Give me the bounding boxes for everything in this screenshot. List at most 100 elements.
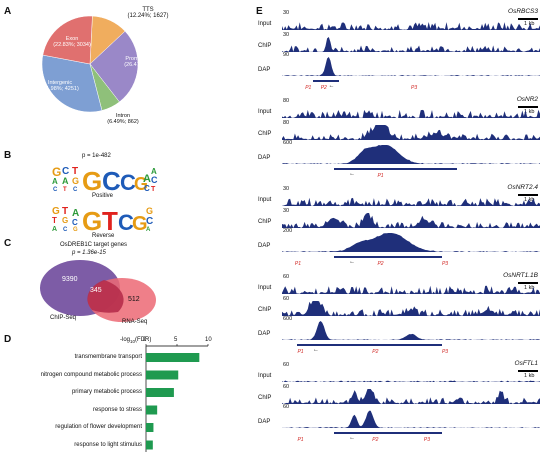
svg-text:A: A [146,227,151,232]
venn-left-count: 9390 [62,276,78,283]
signal-area [282,22,540,30]
scale-bar-label: 1 kb [524,285,535,291]
venn-title: OsDREB1C target genes [60,242,128,248]
svg-text:G: G [82,166,102,192]
motif-pvalue: p = 1e-482 [82,153,111,159]
track-label-input: Input [258,21,272,27]
pie-slice-exon [42,15,93,65]
peak-label: P3 [423,437,431,443]
svg-text:C: C [151,175,158,185]
scale-bar-label: 1 kb [524,21,535,27]
scale-bar-label: 1 kb [524,197,535,203]
tss-arrow-icon: ← [312,347,319,353]
motif-logo-positive: GAC CAT TGC G C C G AC ACT [52,165,158,192]
svg-text:A: A [52,177,58,186]
venn-diagram [40,260,156,322]
signal-area [282,389,540,404]
signal-track-input [282,285,540,294]
peak-label: P3 [411,85,418,91]
scale-bar [518,370,538,372]
track-scale-chip: 30 [283,32,290,38]
signal-area [282,410,540,428]
bar-1 [146,370,179,380]
signal-area [282,301,540,316]
svg-text:T: T [102,206,118,232]
pie-label-exon-value: (22.83%; 3034) [53,42,91,48]
peak-label: P1 [377,173,384,179]
svg-text:C: C [118,210,134,232]
pie-label-intron: Intron (6.49%; 862) [96,113,150,125]
peak-label: P1 [297,349,304,355]
bar-category-label: transmembrane transport [74,354,142,360]
venn-pvalue: p = 1.36e-15 [72,250,106,256]
gene-name: OsNR2 [516,96,538,103]
track-scale-chip: 30 [283,208,290,214]
svg-text:G: G [146,206,153,216]
bar-category-label: primary metabolic process [71,389,142,395]
gene-model [333,168,458,170]
signal-area [282,125,540,140]
pie-slice-intergenic [41,54,103,113]
svg-text:G: G [134,174,148,192]
pie-label-promoter: Promoter-TSS (26.47%; 3518) [113,56,173,68]
signal-track-dap [282,145,540,164]
track-label-chip: ChIP [258,43,272,49]
svg-text:T: T [72,166,78,177]
pie-label-promoter-name: Promoter-TSS [125,56,161,62]
svg-text:G: G [62,216,68,225]
svg-text:T: T [62,206,68,217]
panel-label-d: D [4,334,12,345]
svg-text:C: C [63,227,68,232]
signal-track-chip [282,301,540,316]
track-scale-chip: 80 [283,120,290,126]
venn-overlap [87,280,124,313]
pie-label-intron-value: (6.49%; 862) [107,119,139,125]
signal-track-input [282,109,540,118]
track-label-chip: ChIP [258,131,272,137]
motif-logo-reverse: GTA TGC ACG G T C G GCA [52,206,153,232]
scale-bar [518,106,538,108]
venn-right-label: RNA-Seq [122,319,148,325]
bar-chart [145,344,209,452]
track-scale-input: 80 [283,98,290,104]
signal-area [282,109,540,118]
svg-text:C: C [102,166,121,192]
track-label-dap: DAP [258,419,271,425]
svg-text:G: G [72,176,79,186]
signal-track-input [282,22,540,30]
track-label-chip: ChIP [258,395,272,401]
signal-area [282,380,540,382]
svg-text:G: G [82,206,102,232]
signal-area [282,213,540,228]
bar-tick-label: 0 [143,337,147,343]
panel-label-b: B [4,150,12,161]
svg-text:T: T [52,216,57,225]
track-label-chip: ChIP [258,307,272,313]
signal-track-chip [282,389,540,404]
peak-label: P2 [372,437,379,443]
bar-axis-title-prefix: -log [120,337,131,343]
peak-label: P3 [441,261,449,267]
track-scale-dap: 90 [283,52,290,58]
gene-name: OsRBCS3 [508,8,538,15]
motif-reverse-label: Reverse [92,233,115,239]
signal-area [282,321,540,340]
svg-text:C: C [53,187,58,192]
gene-model [333,432,442,434]
svg-text:G: G [73,227,78,232]
track-label-input: Input [258,109,272,115]
track-scale-input: 30 [283,186,290,192]
bar-axis-title-sub: 10 [130,339,136,345]
bar-category-label: response to stress [92,406,142,413]
bar-axis-title-suffix: (FDR) [135,337,152,343]
svg-text:C: C [146,216,153,227]
gene-name: OsNRT1.1B [503,272,538,279]
scale-bar [518,18,538,20]
signal-track-dap [282,321,540,340]
track-scale-chip: 60 [283,384,290,390]
pie-label-exon-name: Exon [65,36,79,42]
venn-right-count: 512 [128,296,140,303]
bar-category-label: nitrogen compound metabolic process [40,371,142,378]
scale-bar [518,194,538,196]
panel-label-c: C [4,238,12,249]
